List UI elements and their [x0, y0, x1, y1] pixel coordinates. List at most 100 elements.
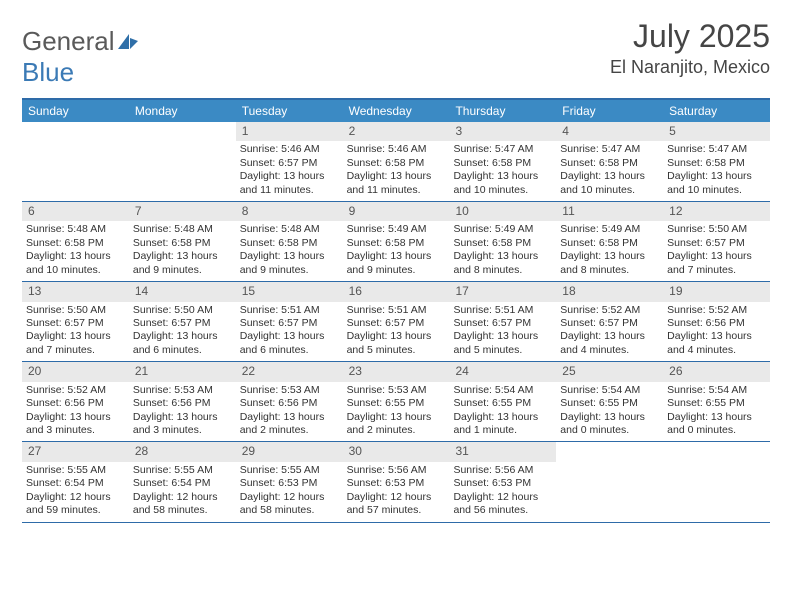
daylight-line: Daylight: 13 hours and 5 minutes. — [347, 330, 446, 357]
sunset-line: Sunset: 6:57 PM — [240, 157, 339, 170]
weekday-header: Wednesday — [343, 100, 450, 122]
sunrise-line: Sunrise: 5:53 AM — [240, 384, 339, 397]
sunrise-line: Sunrise: 5:53 AM — [347, 384, 446, 397]
day-number: 21 — [129, 362, 236, 381]
title-block: July 2025 El Naranjito, Mexico — [610, 18, 770, 78]
sunset-line: Sunset: 6:53 PM — [453, 477, 552, 490]
day-content: Sunrise: 5:46 AMSunset: 6:57 PMDaylight:… — [236, 141, 343, 201]
day-content: Sunrise: 5:49 AMSunset: 6:58 PMDaylight:… — [556, 221, 663, 281]
sunrise-line: Sunrise: 5:53 AM — [133, 384, 232, 397]
day-number: 30 — [343, 442, 450, 461]
day-number: 27 — [22, 442, 129, 461]
day-number: 11 — [556, 202, 663, 221]
day-number: 25 — [556, 362, 663, 381]
daylight-line: Daylight: 12 hours and 56 minutes. — [453, 491, 552, 518]
day-cell: 29Sunrise: 5:55 AMSunset: 6:53 PMDayligh… — [236, 442, 343, 521]
day-content: Sunrise: 5:56 AMSunset: 6:53 PMDaylight:… — [449, 462, 556, 522]
sunrise-line: Sunrise: 5:48 AM — [240, 223, 339, 236]
day-cell: 24Sunrise: 5:54 AMSunset: 6:55 PMDayligh… — [449, 362, 556, 441]
header: GeneralBlue July 2025 El Naranjito, Mexi… — [22, 18, 770, 88]
calendar-page: GeneralBlue July 2025 El Naranjito, Mexi… — [0, 0, 792, 541]
week-row: 6Sunrise: 5:48 AMSunset: 6:58 PMDaylight… — [22, 202, 770, 282]
day-content: Sunrise: 5:54 AMSunset: 6:55 PMDaylight:… — [663, 382, 770, 442]
sunrise-line: Sunrise: 5:46 AM — [240, 143, 339, 156]
day-content: Sunrise: 5:54 AMSunset: 6:55 PMDaylight:… — [556, 382, 663, 442]
day-cell: 16Sunrise: 5:51 AMSunset: 6:57 PMDayligh… — [343, 282, 450, 361]
location-label: El Naranjito, Mexico — [610, 57, 770, 78]
sunset-line: Sunset: 6:58 PM — [26, 237, 125, 250]
sunset-line: Sunset: 6:55 PM — [453, 397, 552, 410]
sunset-line: Sunset: 6:58 PM — [453, 157, 552, 170]
day-cell: 19Sunrise: 5:52 AMSunset: 6:56 PMDayligh… — [663, 282, 770, 361]
day-cell: 22Sunrise: 5:53 AMSunset: 6:56 PMDayligh… — [236, 362, 343, 441]
sunset-line: Sunset: 6:56 PM — [26, 397, 125, 410]
sunrise-line: Sunrise: 5:46 AM — [347, 143, 446, 156]
daylight-line: Daylight: 12 hours and 57 minutes. — [347, 491, 446, 518]
day-cell: 4Sunrise: 5:47 AMSunset: 6:58 PMDaylight… — [556, 122, 663, 201]
sunrise-line: Sunrise: 5:55 AM — [26, 464, 125, 477]
daylight-line: Daylight: 13 hours and 6 minutes. — [133, 330, 232, 357]
day-cell — [663, 442, 770, 521]
daylight-line: Daylight: 13 hours and 9 minutes. — [347, 250, 446, 277]
sunset-line: Sunset: 6:57 PM — [347, 317, 446, 330]
day-content: Sunrise: 5:48 AMSunset: 6:58 PMDaylight:… — [22, 221, 129, 281]
sunset-line: Sunset: 6:58 PM — [560, 237, 659, 250]
sunrise-line: Sunrise: 5:55 AM — [240, 464, 339, 477]
daylight-line: Daylight: 13 hours and 10 minutes. — [26, 250, 125, 277]
sunset-line: Sunset: 6:55 PM — [667, 397, 766, 410]
day-cell: 7Sunrise: 5:48 AMSunset: 6:58 PMDaylight… — [129, 202, 236, 281]
daylight-line: Daylight: 13 hours and 2 minutes. — [240, 411, 339, 438]
day-number: 16 — [343, 282, 450, 301]
sunset-line: Sunset: 6:55 PM — [560, 397, 659, 410]
week-row: 27Sunrise: 5:55 AMSunset: 6:54 PMDayligh… — [22, 442, 770, 522]
brand-part1: General — [22, 26, 115, 56]
day-content: Sunrise: 5:53 AMSunset: 6:55 PMDaylight:… — [343, 382, 450, 442]
day-content: Sunrise: 5:52 AMSunset: 6:57 PMDaylight:… — [556, 302, 663, 362]
month-title: July 2025 — [610, 18, 770, 55]
day-content: Sunrise: 5:52 AMSunset: 6:56 PMDaylight:… — [22, 382, 129, 442]
day-content: Sunrise: 5:49 AMSunset: 6:58 PMDaylight:… — [449, 221, 556, 281]
day-number: 6 — [22, 202, 129, 221]
sunrise-line: Sunrise: 5:50 AM — [133, 304, 232, 317]
sunrise-line: Sunrise: 5:47 AM — [667, 143, 766, 156]
day-content: Sunrise: 5:55 AMSunset: 6:54 PMDaylight:… — [22, 462, 129, 522]
day-cell: 14Sunrise: 5:50 AMSunset: 6:57 PMDayligh… — [129, 282, 236, 361]
day-number: 12 — [663, 202, 770, 221]
daylight-line: Daylight: 13 hours and 3 minutes. — [26, 411, 125, 438]
day-cell — [22, 122, 129, 201]
sunset-line: Sunset: 6:54 PM — [133, 477, 232, 490]
daylight-line: Daylight: 13 hours and 8 minutes. — [453, 250, 552, 277]
day-content: Sunrise: 5:55 AMSunset: 6:54 PMDaylight:… — [129, 462, 236, 522]
day-cell: 5Sunrise: 5:47 AMSunset: 6:58 PMDaylight… — [663, 122, 770, 201]
sunset-line: Sunset: 6:54 PM — [26, 477, 125, 490]
day-number: 17 — [449, 282, 556, 301]
daylight-line: Daylight: 12 hours and 59 minutes. — [26, 491, 125, 518]
calendar-grid: SundayMondayTuesdayWednesdayThursdayFrid… — [22, 98, 770, 523]
day-cell: 31Sunrise: 5:56 AMSunset: 6:53 PMDayligh… — [449, 442, 556, 521]
day-content: Sunrise: 5:50 AMSunset: 6:57 PMDaylight:… — [663, 221, 770, 281]
daylight-line: Daylight: 13 hours and 6 minutes. — [240, 330, 339, 357]
weekday-header: Sunday — [22, 100, 129, 122]
day-number: 13 — [22, 282, 129, 301]
daylight-line: Daylight: 13 hours and 0 minutes. — [560, 411, 659, 438]
weekday-header: Saturday — [663, 100, 770, 122]
empty-day — [556, 442, 663, 461]
day-number: 29 — [236, 442, 343, 461]
sunrise-line: Sunrise: 5:48 AM — [133, 223, 232, 236]
week-row: 1Sunrise: 5:46 AMSunset: 6:57 PMDaylight… — [22, 122, 770, 202]
day-number: 19 — [663, 282, 770, 301]
daylight-line: Daylight: 13 hours and 7 minutes. — [667, 250, 766, 277]
sunset-line: Sunset: 6:57 PM — [26, 317, 125, 330]
day-cell: 30Sunrise: 5:56 AMSunset: 6:53 PMDayligh… — [343, 442, 450, 521]
weekday-header: Tuesday — [236, 100, 343, 122]
day-content: Sunrise: 5:48 AMSunset: 6:58 PMDaylight:… — [236, 221, 343, 281]
day-cell: 3Sunrise: 5:47 AMSunset: 6:58 PMDaylight… — [449, 122, 556, 201]
daylight-line: Daylight: 13 hours and 9 minutes. — [240, 250, 339, 277]
sunrise-line: Sunrise: 5:56 AM — [453, 464, 552, 477]
day-number: 31 — [449, 442, 556, 461]
day-content: Sunrise: 5:55 AMSunset: 6:53 PMDaylight:… — [236, 462, 343, 522]
day-cell: 9Sunrise: 5:49 AMSunset: 6:58 PMDaylight… — [343, 202, 450, 281]
day-content: Sunrise: 5:49 AMSunset: 6:58 PMDaylight:… — [343, 221, 450, 281]
sunrise-line: Sunrise: 5:49 AM — [347, 223, 446, 236]
weekday-header: Thursday — [449, 100, 556, 122]
